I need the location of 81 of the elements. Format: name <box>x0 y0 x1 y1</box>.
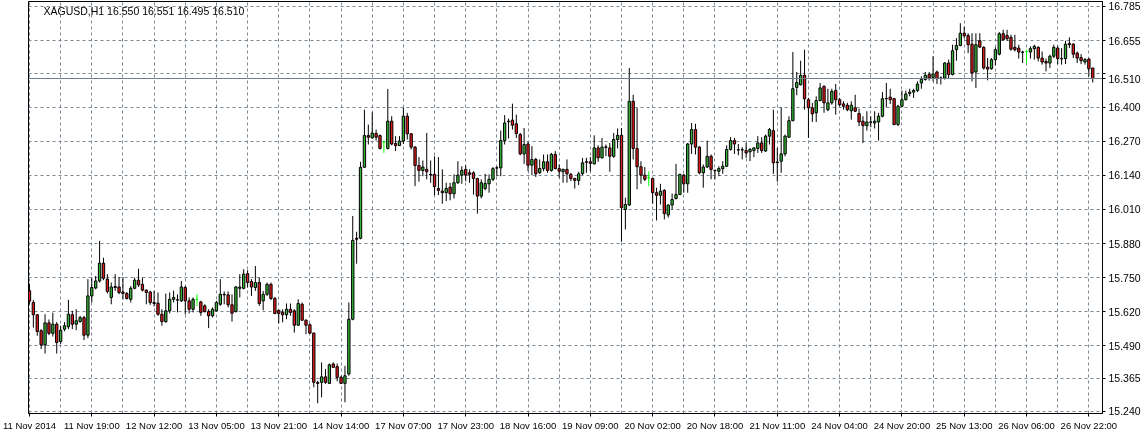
y-tick-label: 16.270 <box>1108 135 1141 148</box>
candlestick <box>117 276 121 295</box>
candlestick <box>1079 53 1083 65</box>
candlestick <box>479 178 483 199</box>
x-tick-label: 17 Nov 23:00 <box>437 419 494 431</box>
y-tick-label: 16.785 <box>1108 0 1141 13</box>
candlestick <box>121 276 125 300</box>
x-tick-label: 18 Nov 16:00 <box>499 419 557 431</box>
x-tick-label: 13 Nov 21:00 <box>250 419 307 431</box>
candlestick <box>849 100 853 121</box>
x-tick-label: 24 Nov 20:00 <box>873 419 931 431</box>
x-tick-label: 24 Nov 04:00 <box>811 419 868 431</box>
candlestick <box>31 299 36 329</box>
candlestick <box>834 83 838 116</box>
x-tick-label: 13 Nov 05:00 <box>188 419 245 431</box>
candlestick <box>709 153 713 180</box>
y-tick-label: 15.880 <box>1108 237 1141 250</box>
y-tick-label: 15.490 <box>1108 339 1141 352</box>
y-tick-label: 15.620 <box>1108 305 1141 318</box>
y-tick-label: 16.010 <box>1108 203 1141 216</box>
candlestick <box>218 278 222 307</box>
candlestick <box>717 165 721 177</box>
candlestick <box>822 84 826 114</box>
candlestick <box>428 159 433 184</box>
ref-line-label: 16.510 <box>1108 72 1141 85</box>
candlestick <box>612 132 616 159</box>
candlestick <box>1056 45 1060 65</box>
candlestick <box>432 155 437 196</box>
x-tick-label: 11 Nov 2014 <box>2 419 57 431</box>
y-tick-label: 16.400 <box>1108 101 1141 114</box>
candlestick <box>1087 57 1091 77</box>
candlestick <box>179 280 184 303</box>
x-tick-label: 25 Nov 13:00 <box>935 419 993 431</box>
y-tick-label: 15.365 <box>1108 372 1141 385</box>
candlestick <box>522 127 526 165</box>
candlestick <box>436 156 441 196</box>
candlestick <box>608 142 612 173</box>
y-tick-label: 15.240 <box>1108 405 1141 418</box>
candlestick <box>440 168 444 205</box>
x-tick-label: 26 Nov 06:00 <box>998 419 1055 431</box>
candlestick <box>604 144 608 157</box>
candlestick <box>865 110 869 132</box>
candlestick <box>600 137 604 159</box>
y-tick-label: 15.750 <box>1108 271 1141 284</box>
candlestick <box>650 177 655 205</box>
candlestick <box>561 168 565 184</box>
x-tick-label: 26 Nov 22:00 <box>1060 419 1118 431</box>
candlestick <box>58 325 63 345</box>
candlestick <box>1013 34 1017 53</box>
candlestick <box>74 308 78 331</box>
x-tick-label: 14 Nov 14:00 <box>312 419 370 431</box>
candlestick <box>448 182 452 201</box>
candlestick <box>954 37 959 62</box>
candlestick <box>1044 58 1048 72</box>
candlestick <box>206 308 211 329</box>
candlestick <box>810 102 814 123</box>
chart-title: XAGUSD,H1 16.550 16.551 16.495 16.510 <box>43 4 245 17</box>
candlestick <box>950 44 955 76</box>
candlestick <box>826 88 830 112</box>
x-tick-label: 12 Nov 12:00 <box>125 419 183 431</box>
x-tick-label: 20 Nov 18:00 <box>686 419 744 431</box>
candlestick <box>70 310 74 330</box>
candlestick <box>744 142 748 159</box>
y-tick-label: 16.655 <box>1108 34 1141 47</box>
candlestick <box>164 293 168 324</box>
x-tick-label: 19 Nov 09:00 <box>562 419 619 431</box>
candlestick <box>425 132 429 180</box>
x-tick-label: 11 Nov 19:00 <box>63 419 120 431</box>
candlestick <box>565 158 569 184</box>
candlestick <box>43 313 47 355</box>
candlestick <box>748 147 752 162</box>
x-tick-label: 20 Nov 02:00 <box>624 419 681 431</box>
candlestick <box>530 145 534 176</box>
candlestick <box>183 285 187 315</box>
x-tick-label: 17 Nov 07:00 <box>375 419 432 431</box>
candlestick <box>662 188 666 220</box>
y-tick-label: 16.140 <box>1108 169 1141 182</box>
candlestick <box>931 55 935 82</box>
x-tick-label: 21 Nov 11:00 <box>749 419 806 431</box>
candlestick <box>510 103 515 131</box>
candlestick <box>55 321 59 355</box>
